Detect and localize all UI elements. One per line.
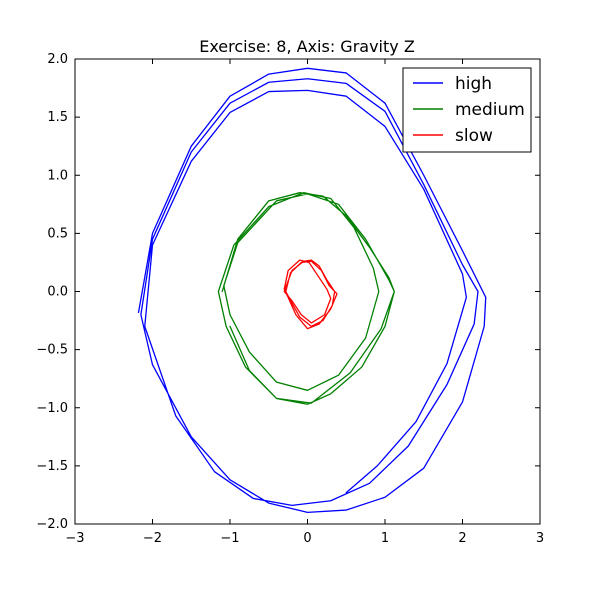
series-line-high [137,67,487,514]
y-tick-label: 2.0 [47,52,68,67]
x-tick-label: −2 [143,531,162,546]
x-tick-label: 3 [536,531,544,546]
x-tick-label: 2 [458,531,466,546]
y-tick-label: −0.5 [36,343,68,358]
x-tick-label: −3 [65,531,84,546]
chart-title: Exercise: 8, Axis: Gravity Z [199,37,415,56]
x-tick-label: 0 [303,531,311,546]
y-tick-label: −1.5 [36,459,68,474]
y-tick-label: −1.0 [36,401,68,416]
legend-label-medium: medium [455,100,525,120]
y-tick-label: 0.5 [47,226,68,241]
series-line-medium [217,192,395,405]
y-tick-label: 1.5 [47,110,68,125]
legend: high medium slow [402,67,532,153]
legend-box [402,67,532,153]
x-tick-label: −1 [220,531,239,546]
series-line-slow [283,259,338,330]
axis-ticks: −3 −2 −1 0 1 2 3 −2.0 −1.5 −1.0 −0.5 0.0 0.5 1.0 1.5 2.… [36,52,544,546]
series-layer [137,67,487,514]
y-tick-label: 0.0 [47,285,68,300]
y-tick-label: 1.0 [47,168,68,183]
y-tick-label: −2.0 [36,517,68,532]
legend-label-high: high [455,74,492,94]
legend-label-slow: slow [455,126,493,146]
x-tick-label: 1 [381,531,389,546]
